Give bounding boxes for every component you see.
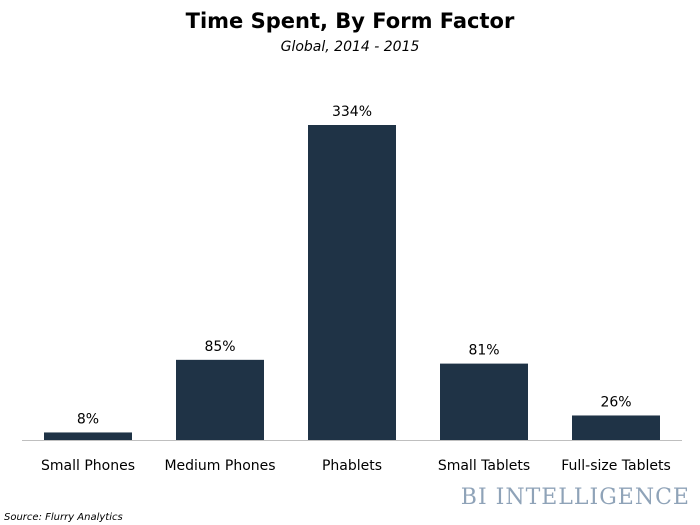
x-tick-label: Full-size Tablets: [561, 458, 671, 474]
x-tick-label: Medium Phones: [164, 458, 275, 474]
value-label: 8%: [77, 411, 99, 427]
x-tick-label: Phablets: [322, 458, 382, 474]
bar: [176, 359, 264, 440]
value-label: 81%: [468, 343, 499, 359]
value-label: 85%: [204, 339, 235, 355]
x-tick-label: Small Phones: [41, 458, 135, 474]
value-label: 334%: [332, 104, 372, 120]
bar: [44, 432, 132, 440]
chart-title: Time Spent, By Form Factor: [186, 9, 515, 33]
bar: [308, 125, 396, 440]
value-label: 26%: [600, 394, 631, 410]
bar: [440, 363, 528, 440]
chart-subtitle: Global, 2014 - 2015: [281, 39, 420, 55]
x-tick-label: Small Tablets: [438, 458, 530, 474]
bar: [572, 415, 660, 440]
source: Source: Flurry Analytics: [4, 512, 123, 523]
logo: BI INTELLIGENCE: [461, 485, 690, 510]
